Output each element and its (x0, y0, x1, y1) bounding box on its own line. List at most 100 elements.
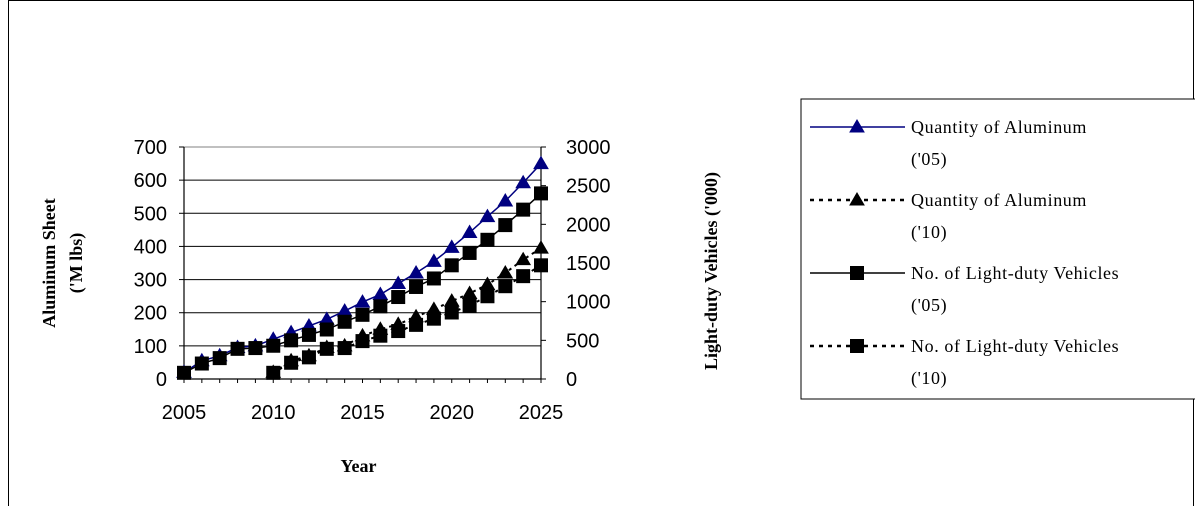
y2-tick-label: 2000 (566, 214, 611, 236)
data-point (516, 269, 531, 284)
legend-label-line2: ('05) (911, 295, 947, 316)
data-point (462, 298, 477, 313)
data-point (515, 251, 532, 266)
data-point (337, 314, 352, 329)
x-tick-label: 2015 (340, 402, 385, 424)
y2-tick-label: 1000 (566, 292, 611, 314)
data-point (533, 155, 549, 170)
data-point (373, 299, 388, 314)
data-point (498, 218, 513, 233)
chart-svg: 0 100 200 300 400 500 600 700 0 500 1000 1500 2000 25… (39, 98, 1195, 476)
x-tick-label: 2020 (430, 402, 475, 424)
data-point (462, 245, 477, 260)
data-point (177, 365, 191, 380)
data-point (355, 334, 370, 349)
y-axis-title-line2: ('M lbs) (66, 233, 87, 294)
data-point (443, 239, 460, 253)
data-point (409, 317, 424, 332)
chart-frame: 0 100 200 300 400 500 600 700 0 500 1000 1500 2000 25… (8, 0, 1195, 506)
y2-tick-label: 1500 (566, 253, 611, 275)
data-point (479, 208, 496, 223)
data-point (373, 328, 388, 343)
legend-marker (850, 339, 864, 353)
legend-marker (849, 119, 865, 133)
legend-label-line1: Quantity of Aluminum (911, 117, 1087, 137)
y-tick-label: 500 (134, 203, 167, 225)
data-point (534, 186, 548, 201)
y2-tick-label: 2500 (566, 176, 611, 198)
data-point (534, 258, 548, 273)
data-point (426, 253, 442, 267)
y-axis-title-line1: Aluminum Sheet (39, 198, 59, 328)
legend-label-line2: ('10) (911, 368, 947, 389)
data-point (461, 285, 478, 299)
data-point (461, 224, 478, 239)
legend-marker (850, 266, 864, 280)
ticks-layer: 0 100 200 300 400 500 600 700 0 500 1000 1500 2000 25… (134, 137, 611, 424)
data-point (497, 193, 514, 207)
data-point (354, 294, 371, 308)
data-point (337, 341, 352, 356)
data-point (336, 303, 353, 317)
legend-label-line1: Quantity of Aluminum (911, 190, 1087, 210)
y2-tick-label: 0 (566, 369, 577, 391)
y-tick-label: 300 (134, 270, 167, 292)
y-tick-label: 0 (156, 369, 167, 391)
y-tick-label: 200 (134, 303, 167, 325)
y-tick-label: 700 (134, 137, 167, 159)
data-point (426, 311, 441, 326)
series-layer (176, 155, 549, 380)
data-point (355, 307, 370, 322)
data-point (409, 279, 424, 294)
legend-label-line2: ('10) (911, 222, 947, 243)
y2-tick-label: 3000 (566, 137, 611, 159)
data-point (497, 264, 514, 279)
titles-layer: Year Aluminum Sheet ('M lbs) Light-duty Veh… (39, 172, 722, 476)
y2-axis-title: Light-duty Vehicles ('000) (701, 172, 722, 370)
legend-entry-1: Quantity of Aluminum ('10) (810, 190, 1087, 243)
data-point (390, 275, 407, 290)
y2-tick-label: 500 (566, 330, 599, 352)
legend-entry-0: Quantity of Aluminum ('05) (810, 117, 1087, 170)
data-point (301, 350, 316, 365)
data-point (284, 333, 299, 348)
legend-entry-3: No. of Light-duty Vehicles ('10) (810, 336, 1119, 389)
data-point (480, 232, 495, 247)
data-point (319, 322, 334, 337)
data-point (266, 338, 281, 353)
data-point (284, 355, 299, 370)
y-tick-label: 100 (134, 336, 167, 358)
legend-box (800, 98, 1195, 400)
data-point (212, 351, 227, 366)
data-point (426, 271, 441, 286)
legend-label-line1: No. of Light-duty Vehicles (911, 263, 1119, 283)
y-tick-label: 400 (134, 236, 167, 258)
data-point (498, 279, 513, 294)
series-line (272, 247, 542, 374)
x-tick-label: 2025 (519, 402, 564, 424)
data-point (372, 286, 389, 300)
data-point (301, 327, 316, 342)
legend-entry-2: No. of Light-duty Vehicles ('05) (810, 263, 1119, 316)
data-point (515, 174, 532, 189)
y-tick-label: 600 (134, 170, 167, 192)
x-tick-label: 2005 (162, 402, 207, 424)
x-tick-label: 2010 (251, 402, 296, 424)
data-point (266, 365, 281, 380)
data-point (230, 341, 245, 356)
data-point (391, 324, 406, 339)
data-point (533, 240, 549, 254)
data-point (516, 202, 531, 217)
series-2 (177, 186, 548, 380)
data-point (408, 264, 424, 279)
series-3 (266, 258, 548, 380)
legend-marker (849, 192, 865, 206)
data-point (248, 341, 263, 356)
legend-layer: Quantity of Aluminum('05)Quantity of Alu… (800, 98, 1195, 400)
x-axis-title: Year (341, 456, 377, 476)
data-point (319, 341, 334, 356)
legend-label-line1: No. of Light-duty Vehicles (911, 336, 1119, 356)
data-point (480, 289, 495, 304)
legend-label-line2: ('05) (911, 149, 947, 170)
series-line (272, 264, 542, 374)
